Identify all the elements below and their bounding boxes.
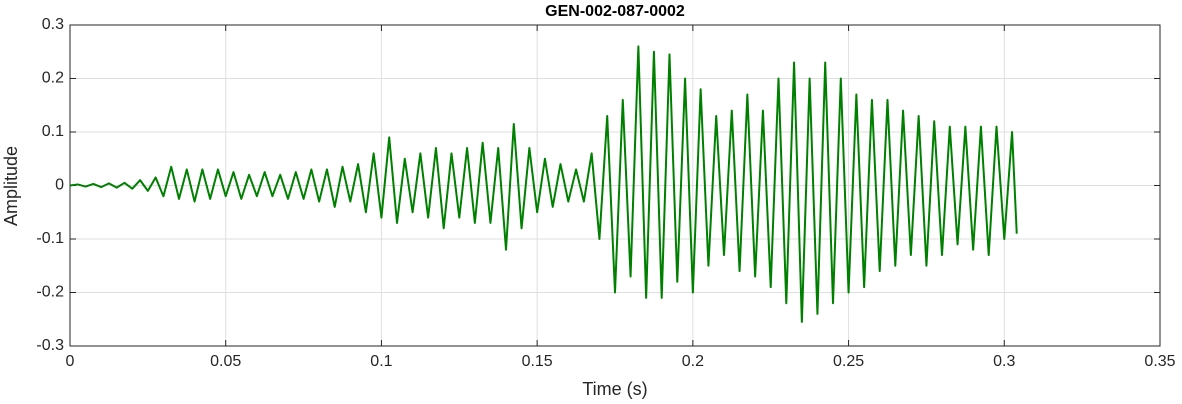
y-tick-label: -0.1: [36, 230, 64, 247]
x-tick-label: 0: [66, 353, 75, 370]
y-tick-label: 0.2: [42, 70, 64, 87]
x-tick-label: 0.3: [993, 353, 1015, 370]
x-tick-label: 0.15: [522, 353, 553, 370]
y-tick-label: -0.3: [36, 337, 64, 354]
y-tick-label: 0.1: [42, 123, 64, 140]
chart-title: GEN-002-087-0002: [545, 3, 685, 20]
x-tick-label: 0.35: [1144, 353, 1175, 370]
y-tick-label: 0: [55, 177, 64, 194]
x-tick-label: 0.1: [370, 353, 392, 370]
y-tick-label: -0.2: [36, 284, 64, 301]
x-axis-label: Time (s): [582, 379, 647, 399]
x-tick-label: 0.05: [210, 353, 241, 370]
waveform-line: [69, 45, 1018, 323]
y-axis-label: Amplitude: [1, 146, 21, 226]
y-tick-label: 0.3: [42, 16, 64, 33]
x-tick-label: 0.25: [833, 353, 864, 370]
x-tick-label: 0.2: [682, 353, 704, 370]
